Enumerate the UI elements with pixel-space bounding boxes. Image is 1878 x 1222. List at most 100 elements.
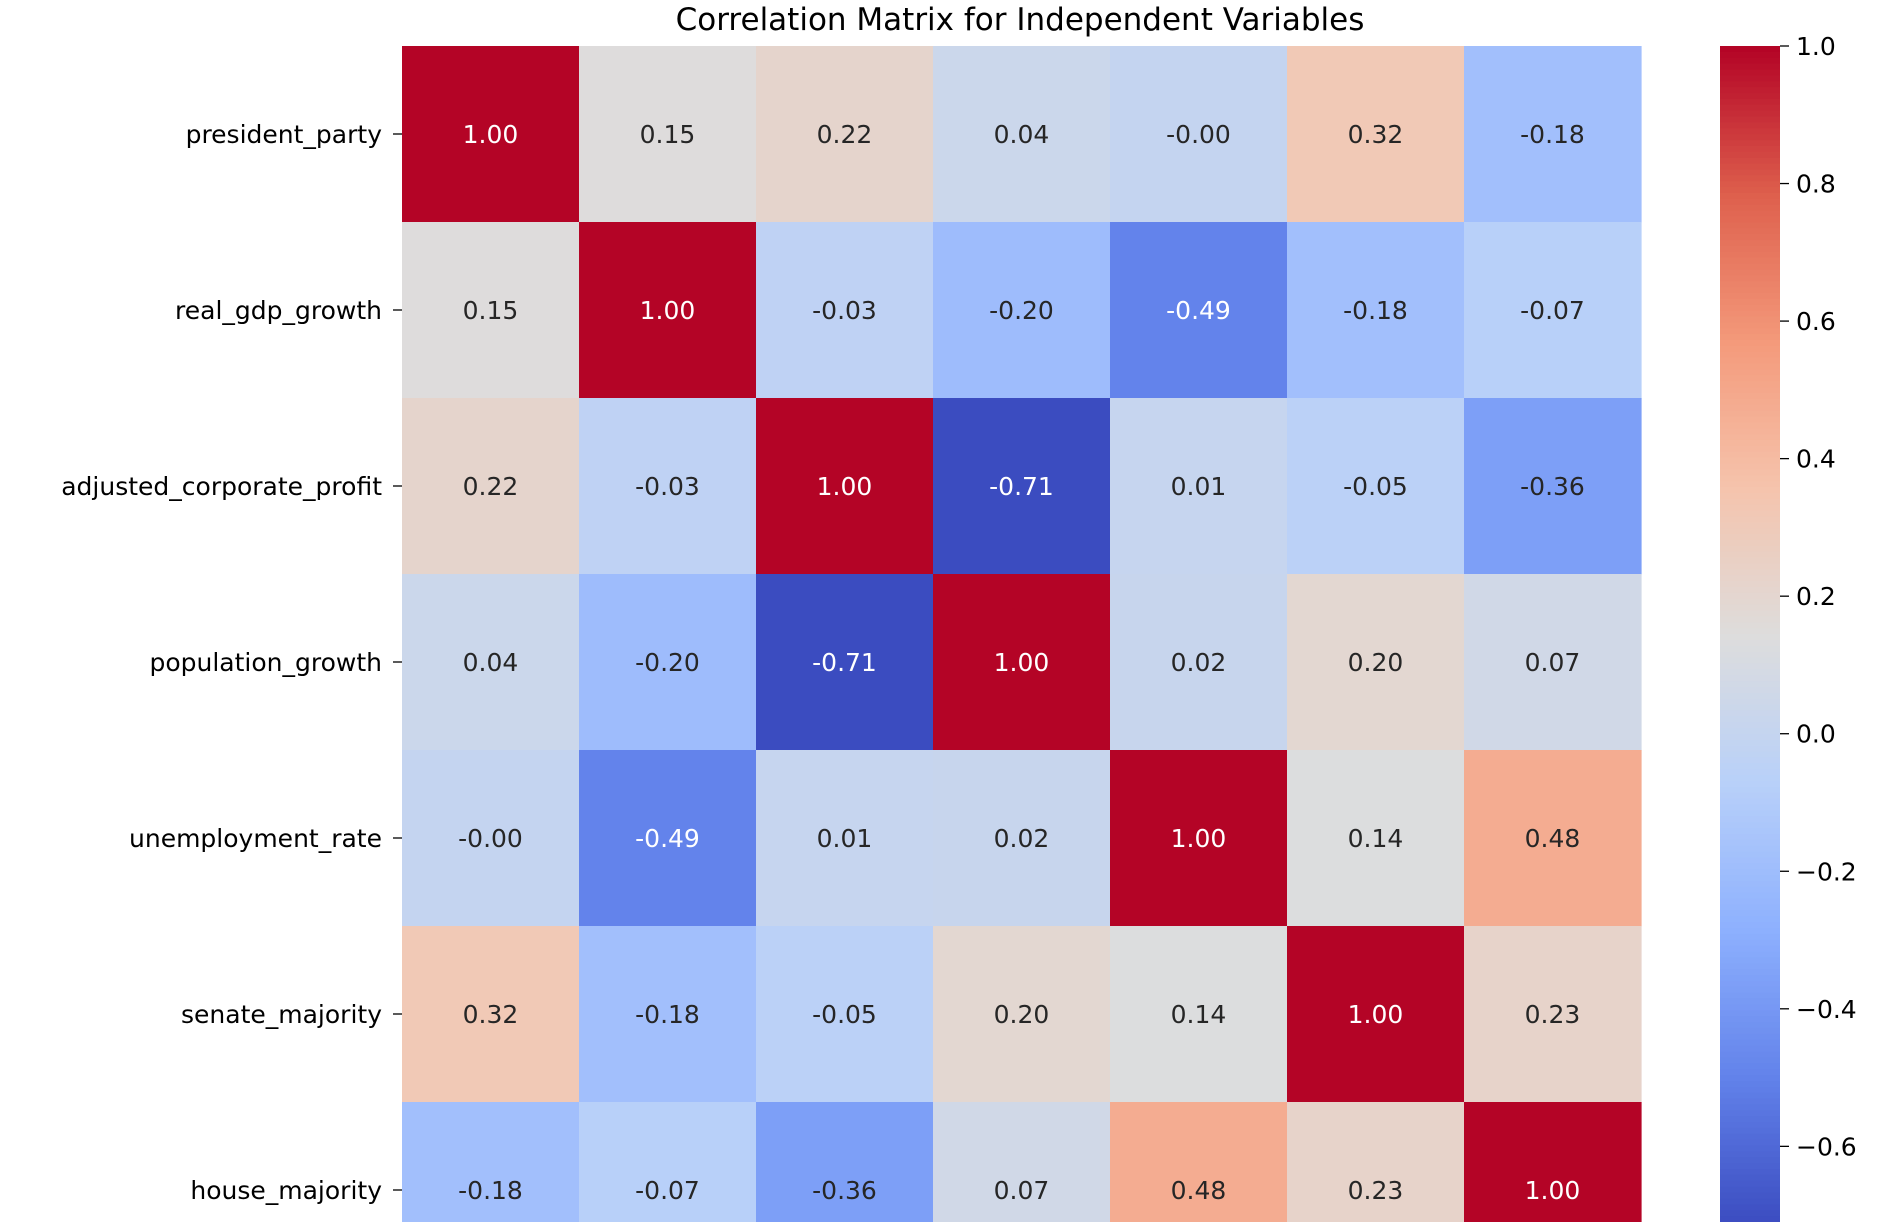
colorbar-segment [1720,134,1780,141]
colorbar-segment [1720,381,1780,388]
cell-value-label: -0.18 [1343,296,1408,325]
heatmap-cell [1110,398,1288,575]
colorbar-segment [1720,704,1780,712]
heatmap-cell [1464,1102,1642,1222]
cell-value-label: 0.48 [1525,824,1581,853]
row-label: adjusted_corporate_profit [61,472,382,501]
heatmap-cell [1287,1102,1465,1222]
colorbar-segment [1720,992,1780,1000]
colorbar-segment [1720,1145,1780,1153]
colorbar-segment [1720,1016,1780,1023]
colorbar-segment [1720,880,1780,888]
colorbar-segment [1720,340,1780,347]
colorbar-segment [1720,857,1780,865]
colorbar-segment [1720,1069,1780,1076]
colorbar-segment [1720,792,1780,800]
heatmap-cell [1110,1102,1288,1222]
colorbar-segment [1720,804,1780,812]
colorbar-segment [1720,169,1780,177]
cell-value-label: 0.23 [1525,1000,1581,1029]
colorbar-segment [1720,716,1780,723]
colorbar-segment [1720,269,1780,277]
colorbar-segment [1720,287,1780,294]
heatmap-cell [402,398,580,575]
colorbar-segment [1720,545,1780,553]
colorbar-segment [1720,1151,1780,1159]
colorbar-segment [1720,904,1780,912]
colorbar-segment [1720,863,1780,870]
colorbar-segment [1720,275,1780,282]
cell-value-label: -0.07 [635,1176,700,1205]
colorbar-segment [1720,175,1780,183]
colorbar-segment [1720,916,1780,923]
cell-value-label: 0.04 [994,120,1050,149]
colorbar-segment [1720,222,1780,230]
colorbar-segment [1720,645,1780,653]
colorbar-segment [1720,945,1780,953]
colorbar-segment [1720,639,1780,647]
colorbar: 1.0 0.8 0.6 0.4 0.2 0.0 −0.2 −0.4 −0.6 [1720,32,1857,1222]
colorbar-segment [1720,616,1780,624]
heatmap-cell [402,750,580,927]
colorbar-segment [1720,392,1780,400]
colorbar-segment [1720,975,1780,982]
heatmap-cell [579,574,757,751]
heatmap-cells: 1.00 0.15 0.22 0.04 -0.00 0.32 -0.18 0.15 1.00 -0… [402,46,1642,1222]
colorbar-segment [1720,980,1780,988]
cell-value-label: 1.00 [463,120,519,149]
colorbar-segment [1720,398,1780,406]
colorbar-segment [1720,63,1780,71]
colorbar-segment [1720,839,1780,847]
cell-value-label: 0.02 [994,824,1050,853]
colorbar-segment [1720,775,1780,782]
colorbar-segment [1720,534,1780,541]
colorbar-segment [1720,628,1780,635]
colorbar-segment [1720,1045,1780,1053]
colorbar-segment [1720,569,1780,576]
colorbar-tick-label: 0.6 [1796,307,1836,336]
heatmap-cell [579,222,757,399]
colorbar-segment [1720,122,1780,130]
heatmap-cell [1464,926,1642,1103]
colorbar-segment [1720,969,1780,976]
colorbar-segment [1720,46,1780,53]
chart-title: Correlation Matrix for Independent Varia… [676,2,1365,38]
row-label: president_party [186,120,383,149]
colorbar-segment [1720,1039,1780,1047]
colorbar-segment [1720,763,1780,771]
colorbar-segment [1720,357,1780,365]
heatmap-cell [1287,926,1465,1103]
colorbar-segment [1720,157,1780,165]
colorbar-segment [1720,557,1780,565]
colorbar-segment [1720,1110,1780,1117]
colorbar-segment [1720,875,1780,882]
colorbar-segment [1720,1010,1780,1017]
colorbar-segment [1720,822,1780,829]
colorbar-segment [1720,216,1780,224]
heatmap-cell [579,1102,757,1222]
heatmap-cell [1110,750,1288,927]
cell-value-label: -0.05 [1343,472,1408,501]
heatmap-cell [1464,750,1642,927]
colorbar-segment [1720,304,1780,312]
colorbar-segment [1720,1080,1780,1088]
colorbar-segment [1720,163,1780,171]
colorbar-segment [1720,251,1780,259]
heatmap-cell [1464,46,1642,223]
colorbar-segment [1720,298,1780,306]
heatmap-cell [756,1102,934,1222]
colorbar-segment [1720,198,1780,206]
colorbar-segment [1720,193,1780,200]
cell-value-label: -0.18 [635,1000,700,1029]
colorbar-segment [1720,757,1780,765]
colorbar-segment [1720,592,1780,600]
cell-value-label: 1.00 [640,296,696,325]
colorbar-segment [1720,622,1780,629]
colorbar-segment [1720,145,1780,153]
colorbar-segment [1720,128,1780,135]
colorbar-segment [1720,686,1780,694]
colorbar-segment [1720,51,1780,59]
colorbar-segment [1720,1169,1780,1176]
cell-value-label: -0.71 [989,472,1054,501]
